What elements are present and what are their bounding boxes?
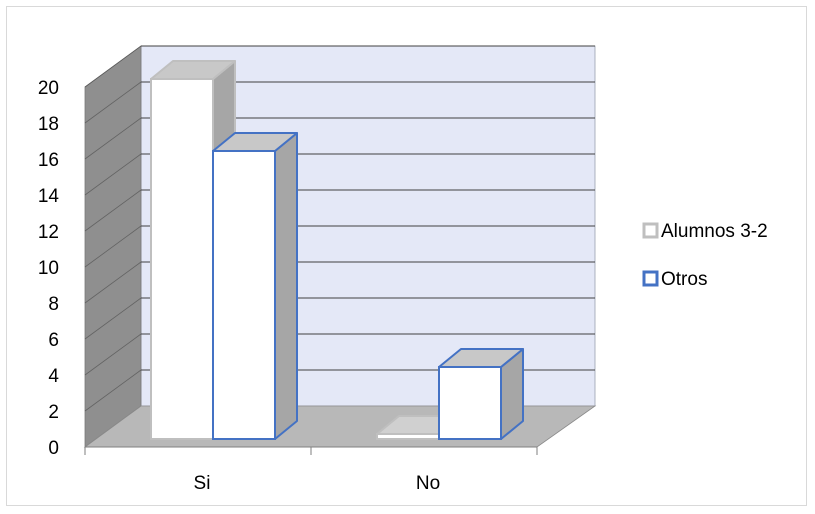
gridline-side: [84, 261, 142, 304]
x-category-label: No: [416, 473, 440, 494]
bar-front-face: [438, 366, 502, 440]
x-category-label: Si: [194, 473, 211, 494]
y-tick-label: 6: [48, 330, 59, 351]
y-tick-label: 18: [38, 114, 59, 135]
y-tick-label: 2: [48, 402, 59, 423]
gridline-side: [84, 189, 142, 232]
y-tick-label: 4: [48, 366, 59, 387]
gridline-side: [84, 333, 142, 376]
legend-label: Alumnos 3-2: [661, 221, 768, 242]
chart-svg: 0 2 4 6 8 10 12 14 16 18 20 Si No Alumnos 3-2 Otros: [38, 45, 768, 494]
gridline-side: [84, 45, 142, 88]
gridline-side: [84, 369, 142, 412]
chart-frame: 0 2 4 6 8 10 12 14 16 18 20 Si No Alumnos 3-2 Otros: [6, 6, 807, 506]
legend: Alumnos 3-2 Otros: [642, 221, 768, 290]
legend-swatch: [642, 222, 659, 239]
gridline-side: [84, 117, 142, 160]
bar-front-face: [376, 433, 440, 440]
y-tick-label: 0: [48, 438, 59, 459]
legend-swatch: [642, 270, 659, 287]
axes: 0 2 4 6 8 10 12 14 16 18 20 Si No: [38, 78, 538, 494]
gridline-side: [84, 225, 142, 268]
bar-front-face: [212, 150, 276, 440]
y-tick-label: 10: [38, 258, 59, 279]
y-tick-label: 8: [48, 294, 59, 315]
y-tick-label: 12: [38, 222, 59, 243]
y-tick-label: 16: [38, 150, 59, 171]
bars: [150, 60, 524, 440]
bar-side-face: [274, 132, 298, 440]
y-tick-label: 20: [38, 78, 59, 99]
bar-front-face: [150, 78, 214, 440]
gridline-side: [84, 153, 142, 196]
legend-label: Otros: [661, 269, 707, 290]
bar-no-otros: [438, 348, 524, 440]
gridline-side: [84, 81, 142, 124]
bar-si-otros: [212, 132, 298, 440]
y-tick-label: 14: [38, 186, 60, 207]
gridline-side: [84, 297, 142, 340]
